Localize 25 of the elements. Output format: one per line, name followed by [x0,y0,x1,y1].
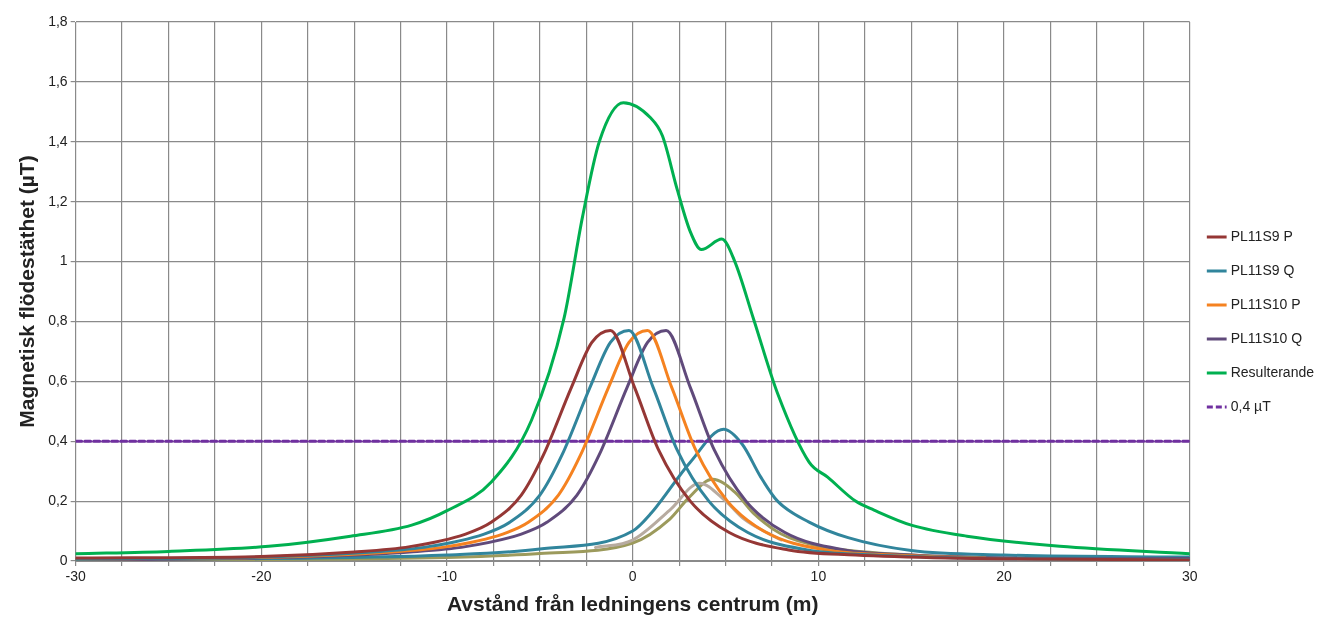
y-tick-label: 1 [59,252,68,269]
x-tick-label: 10 [810,568,827,585]
y-tick-label: 0,8 [48,312,68,329]
y-tick-label: 1,2 [48,192,68,209]
y-tick-label: 1,6 [48,72,68,89]
legend-label: 0,4 µT [1230,397,1272,414]
legend-label: PL11S10 P [1230,295,1301,312]
y-tick-label: 0,6 [48,372,68,389]
x-tick-label: -30 [65,568,86,585]
x-tick-label: 20 [996,568,1013,585]
y-tick-label: 0 [59,551,68,568]
y-tick-label: 1,4 [48,132,68,149]
y-tick-label: 0,2 [48,491,68,508]
x-tick-label: -20 [251,568,272,585]
y-axis-title: Magnetisk flödestäthet (µT) [15,155,39,428]
legend-label: PL11S9 P [1230,227,1293,244]
legend-label: PL11S9 Q [1230,261,1295,278]
x-tick-label: 0 [628,568,637,585]
x-axis-title: Avstånd från ledningens centrum (m) [446,592,819,616]
legend-label: Resulterande [1230,363,1315,380]
y-tick-label: 1,8 [48,12,68,29]
legend-label: PL11S10 Q [1230,329,1303,346]
x-tick-label: 30 [1181,568,1198,585]
y-tick-label: 0,4 [48,432,68,449]
x-tick-label: -10 [436,568,458,585]
